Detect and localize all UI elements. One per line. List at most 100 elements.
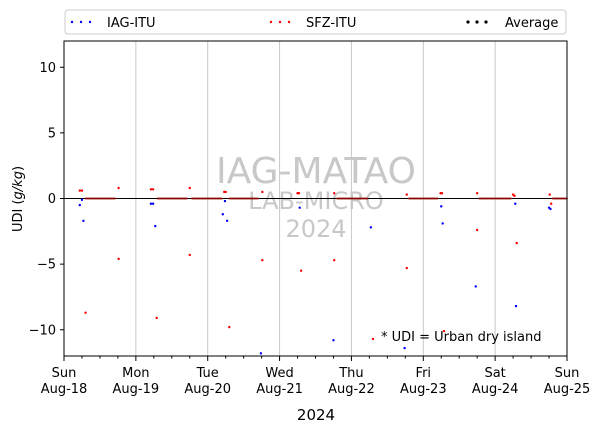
average-point [436, 197, 439, 200]
point-sfz-itu [297, 192, 301, 195]
point-sfz-itu [84, 311, 87, 314]
point-iag-itu [474, 285, 477, 288]
point-iag-itu [80, 198, 84, 202]
point-iag-itu [549, 207, 552, 211]
point-sfz-itu [261, 190, 264, 194]
x-tick-label-day: Thu [338, 366, 363, 381]
point-sfz-itu [442, 329, 446, 333]
watermark-line-1: IAG-MATAO [216, 151, 416, 192]
x-tick-label-date: Aug-22 [328, 382, 375, 397]
point-sfz-itu [405, 193, 408, 196]
point-iag-itu [82, 219, 85, 223]
point-sfz-itu [228, 325, 231, 329]
legend-marker-iag-itu [88, 20, 92, 24]
x-tick-label-date: Aug-18 [41, 382, 88, 397]
point-sfz-itu [117, 186, 120, 190]
x-axis-label: 2024 [297, 406, 335, 424]
x-axis: SunAug-18MonAug-19TueAug-20WedAug-21ThuA… [41, 356, 591, 397]
legend-marker-average [475, 20, 479, 24]
y-axis: −10 −5 0 5 10 [29, 61, 64, 338]
legend-label-iag-itu: IAG-ITU [107, 16, 156, 31]
y-tick-label: 10 [39, 61, 56, 76]
point-iag-itu [223, 199, 227, 203]
legend-marker-iag-itu [79, 20, 83, 24]
annotation-udi: * UDI = Urban dry island [381, 330, 541, 345]
point-sfz-itu [149, 188, 153, 191]
point-sfz-itu [151, 188, 155, 191]
x-tick-label-day: Sun [52, 366, 77, 381]
point-sfz-itu [513, 194, 516, 198]
watermark-line-2: LAB-MICRO [248, 187, 384, 215]
x-tick-label-date: Aug-21 [256, 382, 303, 397]
average-point [185, 197, 188, 200]
average-point [114, 197, 116, 200]
data-points [78, 186, 553, 355]
point-iag-itu [369, 226, 373, 229]
point-iag-itu [221, 213, 225, 216]
point-iag-itu [441, 222, 444, 225]
point-sfz-itu [371, 337, 375, 341]
point-iag-itu [514, 304, 518, 308]
x-tick-label-day: Wed [265, 366, 293, 381]
legend-marker-iag-itu [70, 20, 74, 24]
y-tick-label: 5 [48, 126, 56, 141]
point-iag-itu [298, 206, 301, 209]
point-iag-itu [151, 202, 155, 205]
plot-area: IAG-MATAO LAB-MICRO 2024 * UDI = Urban d… [63, 40, 568, 357]
point-sfz-itu [78, 189, 82, 192]
y-tick-label: 0 [48, 192, 56, 207]
watermark: IAG-MATAO LAB-MICRO 2024 [216, 151, 416, 243]
point-iag-itu [78, 203, 82, 207]
x-tick-label-date: Aug-25 [544, 382, 591, 397]
point-sfz-itu [188, 253, 191, 257]
point-sfz-itu [405, 266, 408, 270]
x-tick-label-day: Fri [416, 366, 432, 381]
point-sfz-itu [475, 228, 479, 232]
point-sfz-itu [549, 202, 553, 205]
point-sfz-itu [155, 316, 158, 320]
point-sfz-itu [224, 190, 227, 194]
point-sfz-itu [261, 258, 264, 262]
legend-marker-average [484, 20, 488, 24]
point-iag-itu [225, 219, 229, 223]
legend-marker-sfz-itu [269, 20, 273, 24]
point-sfz-itu [332, 192, 336, 195]
point-iag-itu [154, 224, 157, 228]
y-axis-label-prefix: UDI ( [11, 199, 26, 232]
point-sfz-itu [515, 241, 518, 245]
average-point [257, 197, 259, 200]
watermark-line-3: 2024 [285, 215, 346, 243]
legend-frame [64, 9, 567, 35]
x-tick-label-date: Aug-19 [113, 382, 160, 397]
point-sfz-itu [299, 269, 303, 272]
point-sfz-itu [440, 192, 444, 195]
legend-marker-average [466, 20, 470, 24]
x-tick-label-date: Aug-24 [472, 382, 519, 397]
point-iag-itu [149, 202, 153, 205]
y-axis-label-unit: g/kg [11, 171, 26, 199]
legend-label-average: Average [505, 16, 558, 31]
point-sfz-itu [117, 257, 120, 261]
x-tick-label-date: Aug-23 [400, 382, 447, 397]
legend-label-sfz-itu: SFZ-ITU [306, 16, 356, 31]
average-point [366, 197, 369, 200]
point-iag-itu [259, 352, 263, 355]
point-sfz-itu [188, 186, 191, 190]
legend-marker-sfz-itu [278, 20, 282, 24]
y-axis-label-suffix: ) [11, 166, 26, 171]
point-sfz-itu [332, 258, 336, 262]
x-tick-label-day: Mon [122, 366, 149, 381]
x-tick-label-day: Sun [555, 366, 580, 381]
y-tick-label: −5 [37, 258, 56, 273]
y-tick-label: −10 [29, 323, 56, 338]
legend-marker-sfz-itu [287, 20, 291, 24]
point-iag-itu [332, 339, 335, 342]
y-axis-label: UDI (g/kg) [11, 166, 26, 232]
x-tick-label-day: Sat [484, 366, 505, 381]
point-iag-itu [403, 346, 406, 350]
average-point [510, 197, 512, 200]
point-iag-itu [514, 202, 517, 205]
point-iag-itu [440, 205, 443, 208]
average-series [84, 197, 568, 200]
point-sfz-itu [80, 189, 84, 192]
